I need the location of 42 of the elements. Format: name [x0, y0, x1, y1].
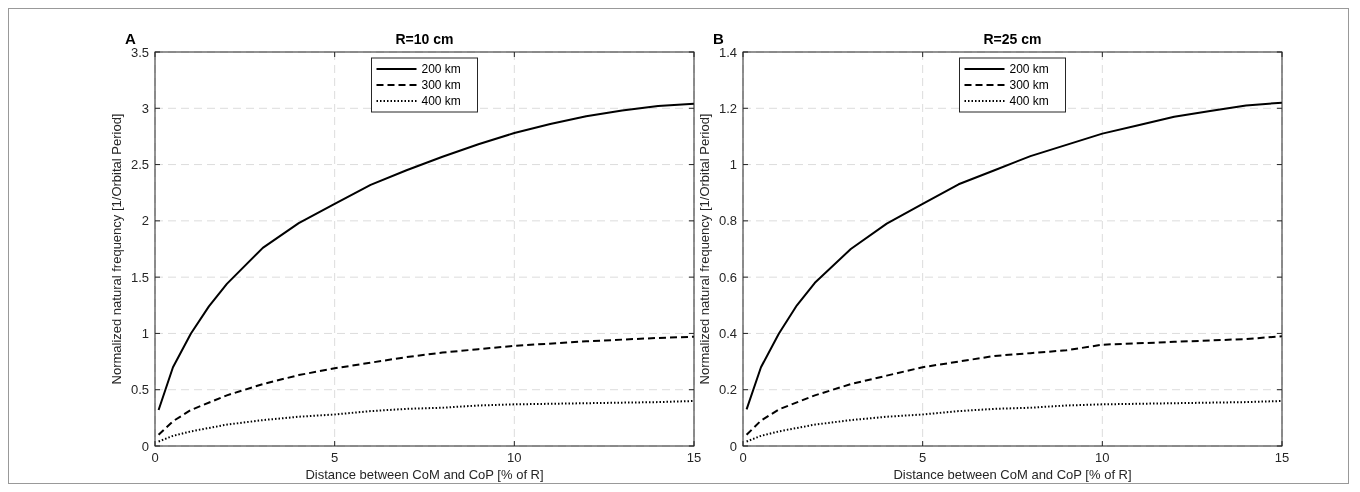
x-tick-label: 15: [1274, 450, 1290, 465]
legend-label: 400 km: [1009, 94, 1049, 108]
y-tick-label: 0.5: [130, 382, 149, 398]
x-tick-label: 5: [331, 450, 339, 465]
y-tick-label: 0.6: [718, 269, 737, 285]
legend-label: 200 km: [421, 62, 461, 76]
line-series: [157, 335, 695, 436]
y-tick-label: 2.5: [130, 157, 149, 173]
chart-title: R=10 cm: [395, 31, 454, 47]
legend-label: 300 km: [421, 78, 461, 92]
x-tick-label: 10: [507, 450, 522, 465]
x-tick-label: 0: [739, 450, 747, 465]
y-tick-label: 0.2: [718, 382, 737, 398]
line-series: [745, 335, 1283, 436]
y-tick-label: 1.2: [718, 100, 737, 116]
y-tick-label: 1.5: [130, 269, 149, 285]
y-tick-label: 0.4: [718, 325, 737, 341]
x-axis-title: Distance between CoM and CoP [% of R]: [305, 467, 544, 482]
x-tick-label: 10: [1095, 450, 1110, 465]
chart-title: R=25 cm: [983, 31, 1042, 47]
y-tick-label: 1: [729, 157, 737, 173]
x-tick-label: 0: [151, 450, 159, 465]
text: B: [713, 30, 724, 47]
y-tick-label: 3.5: [130, 44, 149, 60]
y-axis-title: Normalized natural frequency [1/Orbital Period]: [109, 113, 124, 385]
legend-label: 200 km: [1009, 62, 1049, 76]
y-tick-label: 1.4: [718, 44, 737, 60]
y-tick-label: 3: [141, 100, 149, 116]
y-tick-label: 2: [141, 213, 149, 229]
y-axis-title: Normalized natural frequency [1/Orbital Period]: [697, 113, 712, 385]
x-tick-label: 5: [919, 450, 927, 465]
legend-label: 400 km: [421, 94, 461, 108]
legend-label: 300 km: [1009, 78, 1049, 92]
text: A: [125, 30, 136, 47]
y-tick-label: 0: [141, 438, 149, 454]
x-axis-title: Distance between CoM and CoP [% of R]: [893, 467, 1132, 482]
line-series: [157, 399, 695, 443]
y-tick-label: 0.8: [718, 213, 737, 229]
x-tick-label: 15: [686, 450, 702, 465]
y-tick-label: 0: [729, 438, 737, 454]
y-tick-label: 1: [141, 325, 149, 341]
line-series: [745, 399, 1283, 443]
